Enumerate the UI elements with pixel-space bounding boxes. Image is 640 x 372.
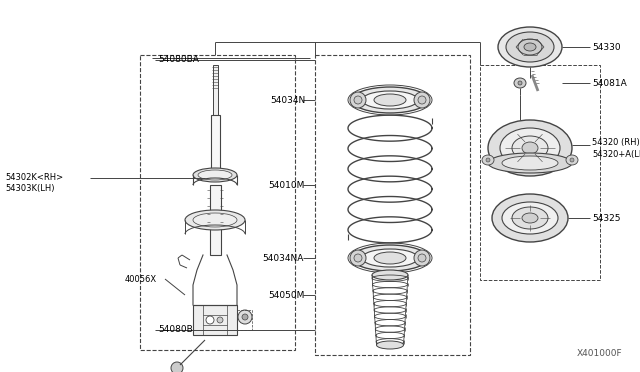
Ellipse shape [171, 362, 183, 372]
Bar [315, 55, 470, 355]
Text: 54302K<RH>: 54302K<RH> [5, 173, 63, 182]
Ellipse shape [566, 155, 578, 165]
Ellipse shape [352, 245, 428, 271]
Text: 54080BA: 54080BA [158, 55, 199, 64]
Ellipse shape [352, 87, 428, 113]
Ellipse shape [372, 270, 408, 280]
Ellipse shape [512, 207, 548, 229]
Ellipse shape [193, 168, 237, 182]
Ellipse shape [512, 136, 548, 160]
Ellipse shape [185, 210, 245, 230]
Ellipse shape [514, 78, 526, 88]
Text: 54034N: 54034N [270, 96, 305, 105]
Ellipse shape [242, 314, 248, 320]
Ellipse shape [354, 254, 362, 262]
Ellipse shape [506, 32, 554, 62]
Ellipse shape [374, 94, 406, 106]
Ellipse shape [354, 96, 362, 104]
Ellipse shape [522, 142, 538, 154]
Ellipse shape [482, 155, 494, 165]
Ellipse shape [362, 249, 418, 267]
Ellipse shape [238, 310, 252, 324]
Text: 54010M: 54010M [268, 181, 305, 190]
Bar [237, 310, 252, 330]
Text: 54320 (RH): 54320 (RH) [592, 138, 640, 147]
Text: 54081A: 54081A [592, 79, 627, 88]
Ellipse shape [518, 81, 522, 85]
Bar [213, 65, 218, 115]
Ellipse shape [502, 156, 558, 170]
Ellipse shape [500, 128, 560, 168]
Ellipse shape [524, 43, 536, 51]
Bar [140, 55, 295, 350]
Ellipse shape [488, 120, 572, 176]
Bar [193, 305, 237, 335]
Text: 54325: 54325 [592, 214, 621, 223]
Ellipse shape [376, 341, 403, 349]
Ellipse shape [362, 91, 418, 109]
Bar [480, 65, 600, 280]
Ellipse shape [198, 170, 232, 180]
Ellipse shape [418, 254, 426, 262]
Ellipse shape [193, 213, 237, 227]
Ellipse shape [414, 92, 430, 108]
Ellipse shape [206, 316, 214, 324]
Text: 54330: 54330 [592, 43, 621, 52]
Ellipse shape [488, 153, 572, 173]
Ellipse shape [502, 202, 558, 234]
Text: X401000F: X401000F [577, 349, 622, 358]
Ellipse shape [374, 252, 406, 264]
Text: 40056X: 40056X [125, 275, 157, 284]
Ellipse shape [522, 213, 538, 223]
Ellipse shape [486, 158, 490, 162]
Text: 54320+A(LH): 54320+A(LH) [592, 150, 640, 159]
Bar [210, 185, 221, 255]
Bar [211, 115, 220, 175]
Ellipse shape [518, 39, 542, 55]
Ellipse shape [492, 194, 568, 242]
Ellipse shape [570, 158, 574, 162]
Ellipse shape [350, 250, 366, 266]
Ellipse shape [418, 96, 426, 104]
Ellipse shape [217, 317, 223, 323]
Ellipse shape [414, 250, 430, 266]
Text: 54303K(LH): 54303K(LH) [5, 184, 54, 193]
Ellipse shape [350, 92, 366, 108]
Text: 54034NA: 54034NA [262, 254, 303, 263]
Ellipse shape [498, 27, 562, 67]
Text: 54080B: 54080B [158, 325, 193, 334]
Text: 54050M: 54050M [268, 291, 305, 300]
